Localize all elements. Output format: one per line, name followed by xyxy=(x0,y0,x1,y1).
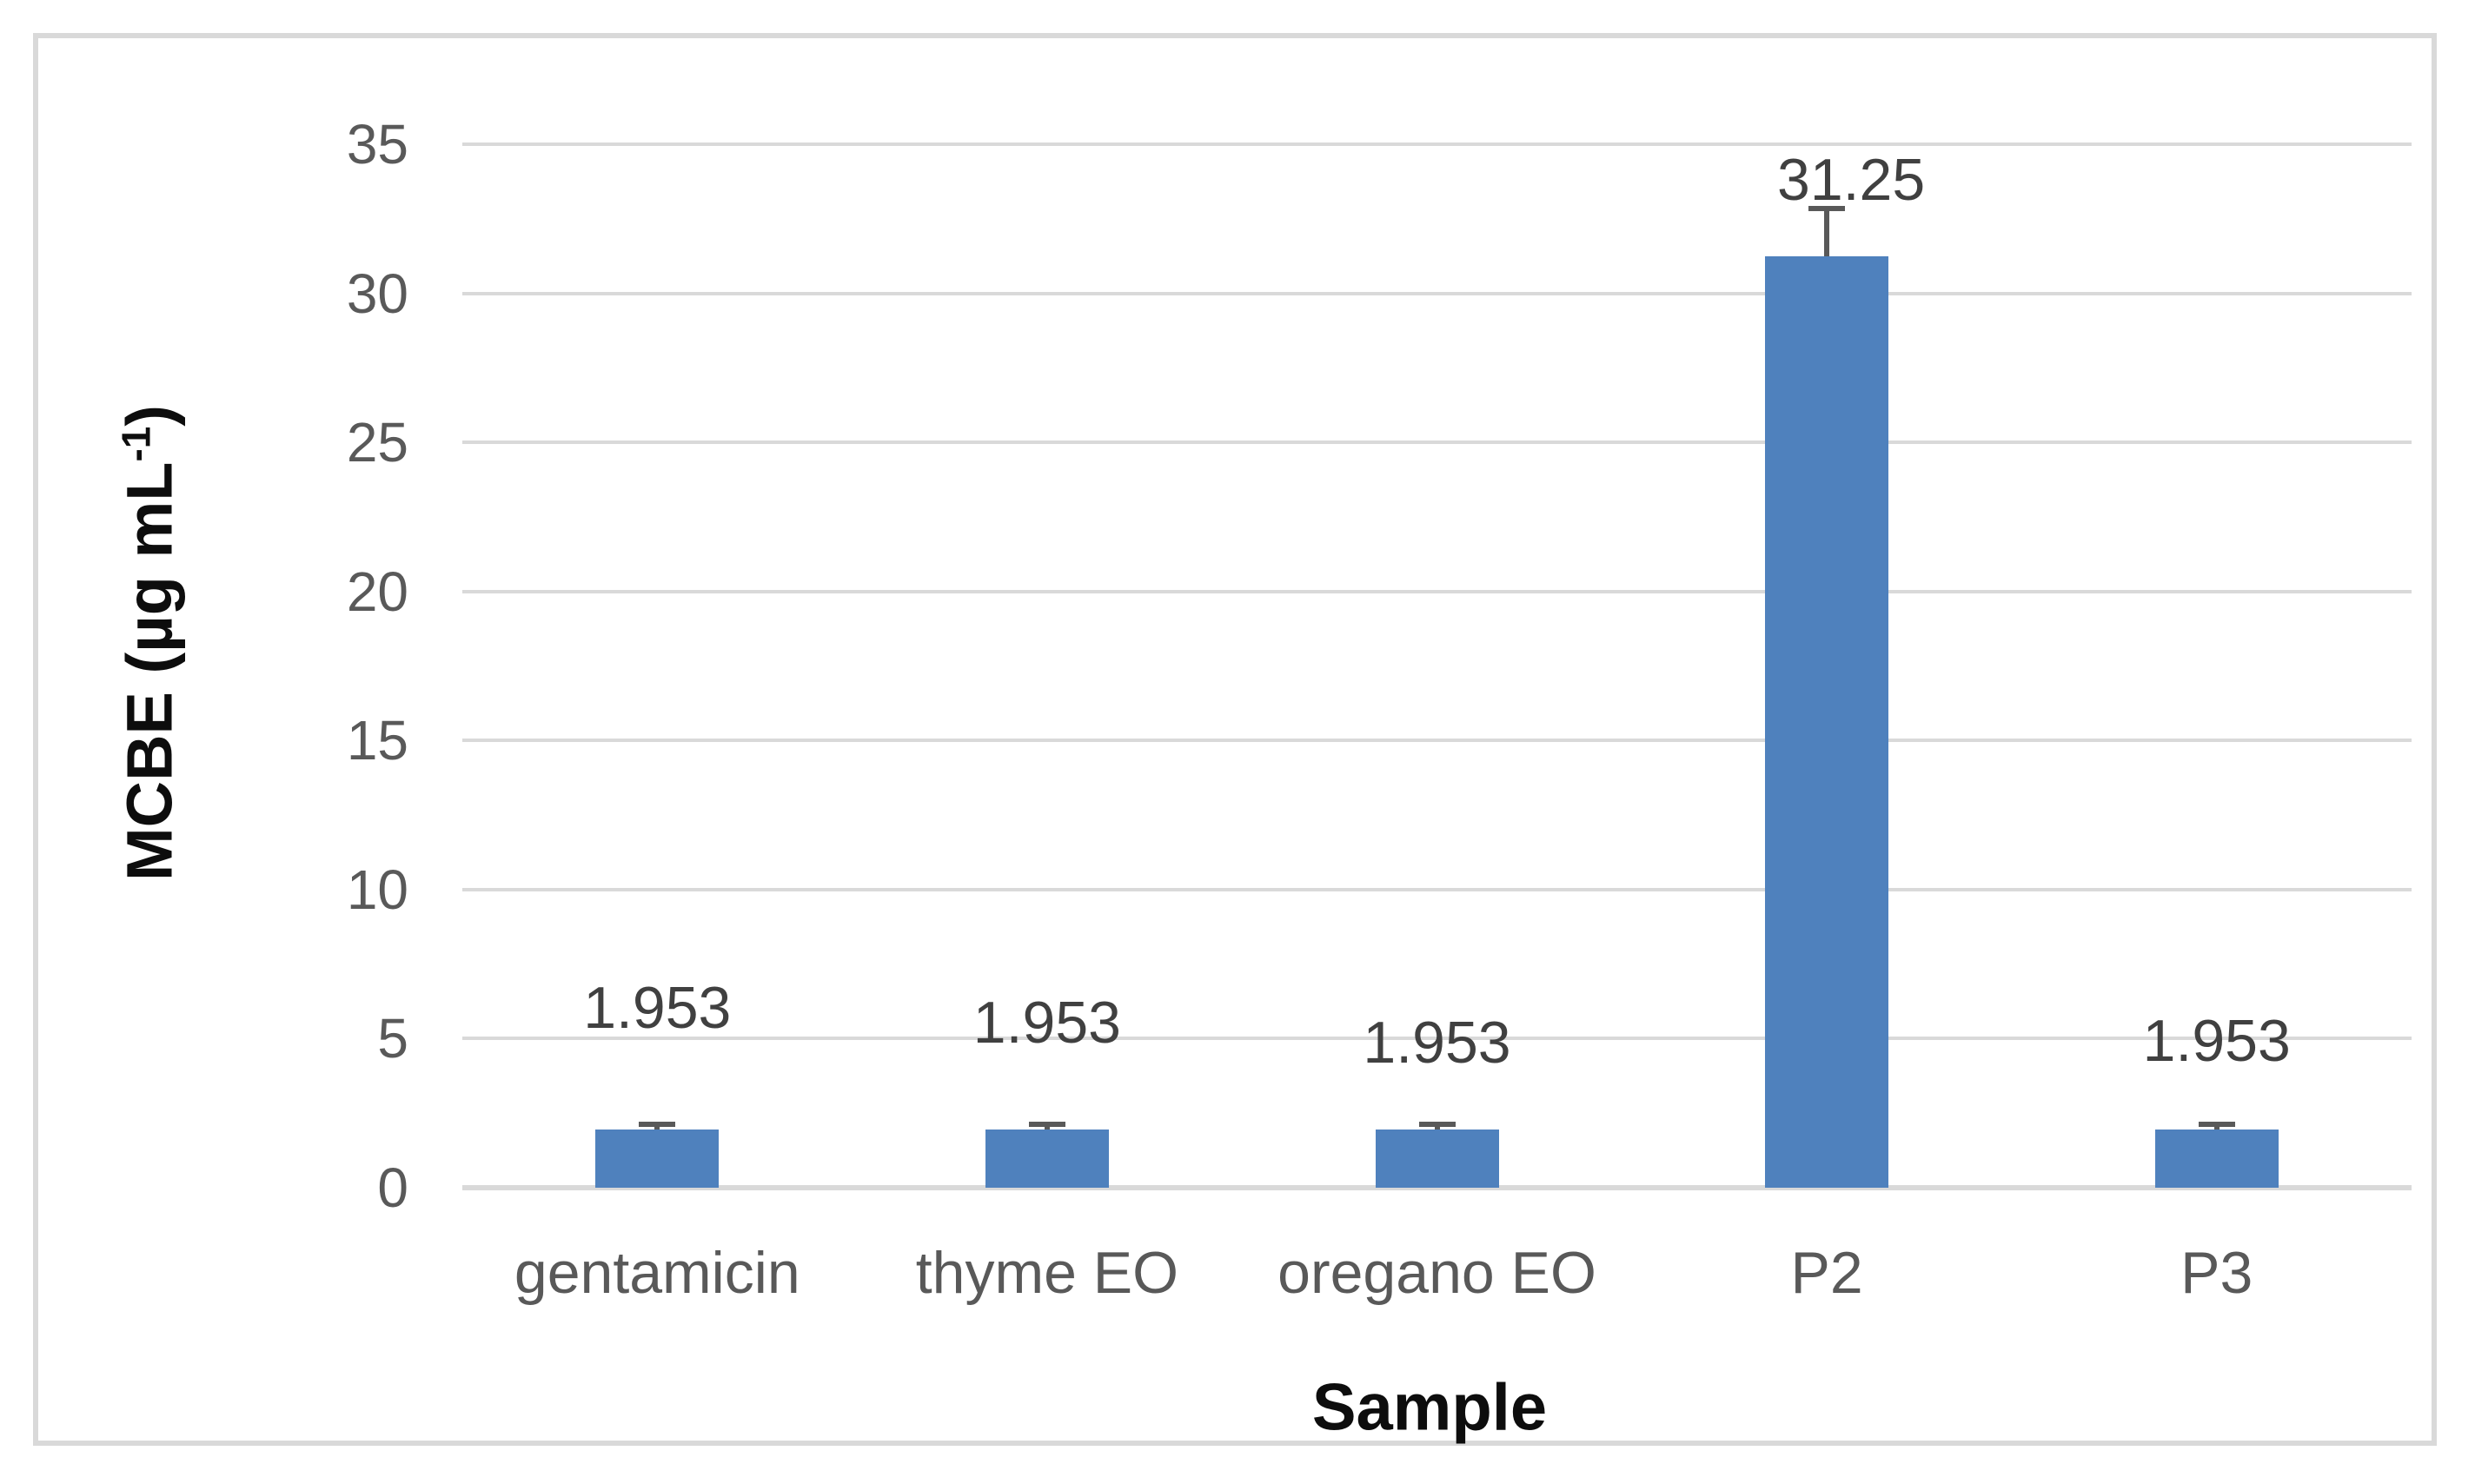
y-tick-label: 30 xyxy=(346,262,408,325)
chart-border-frame xyxy=(33,33,2437,1446)
category-label-p2: P2 xyxy=(1790,1240,1863,1306)
gridline xyxy=(462,887,2412,891)
y-tick-label: 25 xyxy=(346,411,408,474)
category-label-gentamicin: gentamicin xyxy=(514,1240,800,1306)
gridline xyxy=(462,441,2412,445)
bar-thyme-eo xyxy=(985,1129,1109,1188)
gridline xyxy=(462,142,2412,146)
y-tick-label: 15 xyxy=(346,709,408,772)
data-label: 1.953 xyxy=(972,990,1121,1056)
error-bar-stem xyxy=(1824,208,1830,256)
gridline xyxy=(462,739,2412,743)
error-bar-cap xyxy=(1418,1121,1456,1127)
y-axis-title: MCBE (µg mL-1) xyxy=(112,405,186,881)
y-tick-label: 5 xyxy=(377,1007,408,1070)
error-bar-stem xyxy=(2213,1123,2220,1130)
y-axis-title-superscript: -1 xyxy=(113,426,159,462)
error-bar-stem xyxy=(1434,1123,1440,1130)
data-label: 1.953 xyxy=(2142,1008,2291,1074)
error-bar-stem xyxy=(654,1123,660,1130)
gridline xyxy=(462,589,2412,593)
y-tick-label: 20 xyxy=(346,560,408,623)
bar-oregano-eo xyxy=(1375,1129,1499,1188)
gridline xyxy=(462,1037,2412,1041)
bar-gentamicin xyxy=(595,1129,720,1188)
bar-p3 xyxy=(2154,1129,2279,1188)
y-tick-label: 35 xyxy=(346,113,408,176)
bar-p2 xyxy=(1765,255,1889,1188)
category-label-oregano-eo: oregano EO xyxy=(1277,1240,1596,1306)
x-axis-line xyxy=(462,1185,2412,1190)
error-bar-stem xyxy=(1044,1123,1050,1130)
error-bar-cap xyxy=(1808,205,1846,211)
y-tick-label: 0 xyxy=(377,1156,408,1219)
y-axis-title-close: ) xyxy=(113,405,186,427)
category-label-p3: P3 xyxy=(2180,1240,2253,1306)
gridline xyxy=(462,291,2412,295)
data-label: 1.953 xyxy=(583,975,732,1041)
y-tick-label: 10 xyxy=(346,858,408,921)
y-axis-title-text: MCBE (µg mL xyxy=(113,461,186,881)
data-label: 31.25 xyxy=(1777,147,1926,213)
error-bar-cap xyxy=(1028,1121,1065,1127)
data-label: 1.953 xyxy=(1363,1010,1511,1076)
x-axis-title: Sample xyxy=(1311,1370,1548,1445)
category-label-thyme-eo: thyme EO xyxy=(915,1240,1179,1306)
error-bar-cap xyxy=(639,1121,676,1127)
error-bar-cap xyxy=(2198,1121,2235,1127)
